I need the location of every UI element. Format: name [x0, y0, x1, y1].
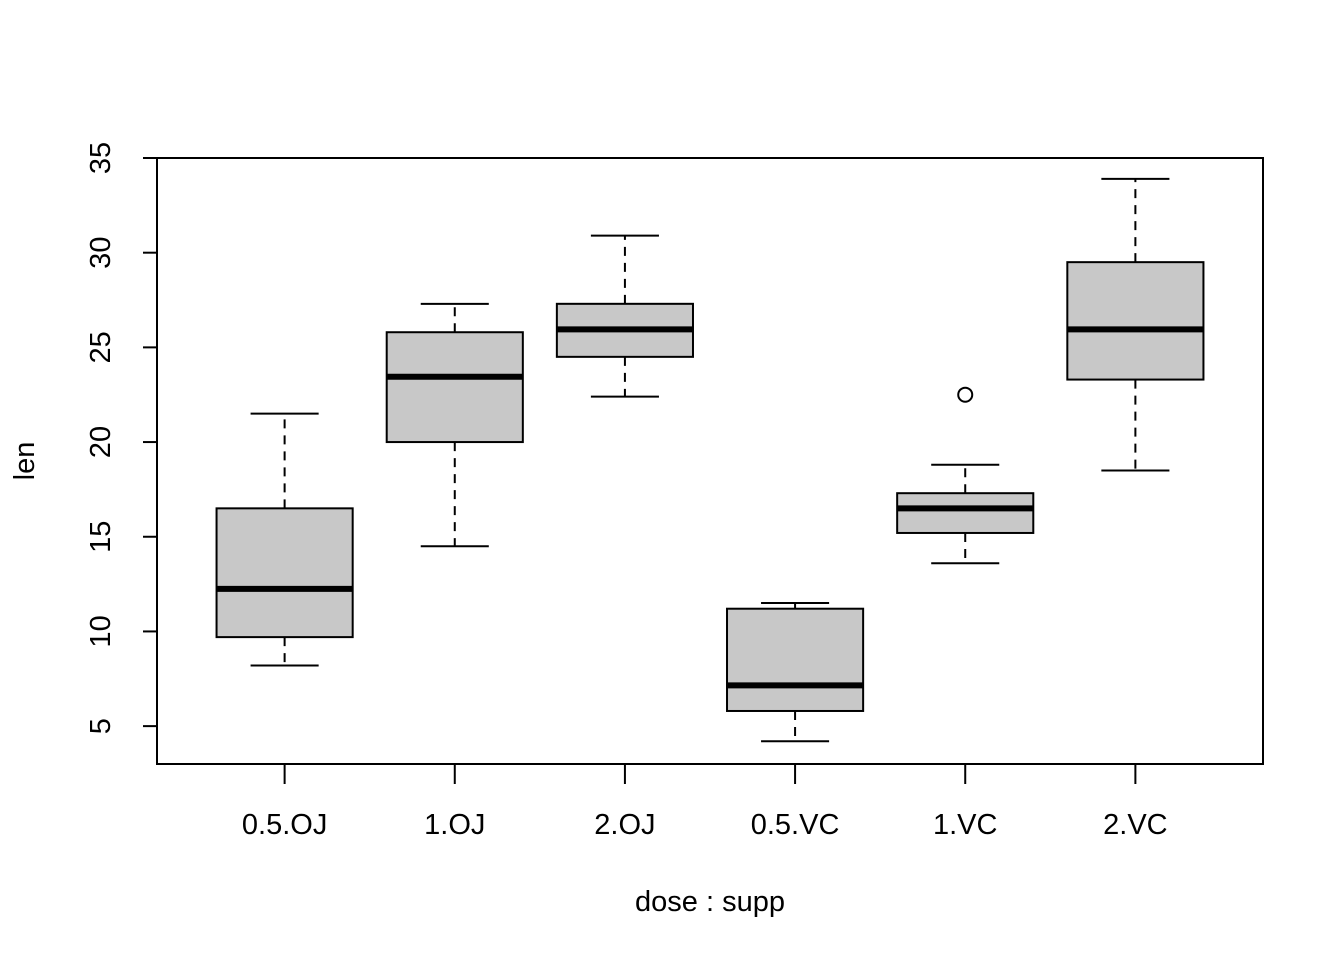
x-axis-label: dose : supp	[635, 886, 785, 918]
x-tick-label: 1.OJ	[424, 809, 485, 841]
x-axis: 0.5.OJ 1.OJ 2.OJ 0.5.VC 1.VC 2.VC	[242, 763, 1168, 841]
box-group	[726, 602, 865, 743]
y-tick-label: 5	[85, 718, 117, 734]
y-axis: 5 10 15 20 25 30 35	[85, 142, 158, 734]
y-axis-label: len	[9, 442, 41, 481]
outlier-point	[957, 386, 974, 403]
y-tick-label: 25	[85, 331, 117, 363]
box-group	[896, 386, 1035, 565]
box-iqr	[1066, 261, 1205, 381]
x-tick-label: 1.VC	[933, 809, 997, 841]
x-tick-label: 2.VC	[1103, 809, 1167, 841]
box-group	[1066, 177, 1205, 472]
box-iqr	[215, 507, 354, 639]
box-iqr	[726, 607, 865, 712]
box-group	[215, 412, 354, 667]
plot-frame	[156, 157, 1264, 765]
y-tick-label: 20	[85, 426, 117, 458]
box-group	[385, 302, 524, 548]
x-tick-label: 0.5.VC	[751, 809, 840, 841]
x-tick-label: 2.OJ	[594, 809, 655, 841]
y-tick-label: 15	[85, 521, 117, 553]
y-tick-label: 35	[85, 142, 117, 174]
plot-layer	[156, 157, 1264, 765]
y-tick-label: 30	[85, 237, 117, 269]
y-tick-label: 10	[85, 615, 117, 647]
box-iqr	[385, 331, 524, 444]
box-iqr	[896, 492, 1035, 534]
box-group	[555, 234, 694, 398]
x-tick-label: 0.5.OJ	[242, 809, 327, 841]
